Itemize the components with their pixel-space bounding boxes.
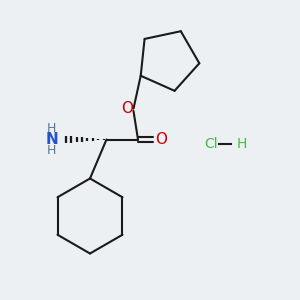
Text: H: H	[47, 144, 56, 157]
Text: N: N	[45, 132, 58, 147]
Text: O: O	[121, 101, 133, 116]
Text: H: H	[47, 122, 56, 135]
Text: Cl: Cl	[204, 137, 218, 151]
Text: O: O	[155, 132, 167, 147]
Text: H: H	[237, 137, 247, 151]
